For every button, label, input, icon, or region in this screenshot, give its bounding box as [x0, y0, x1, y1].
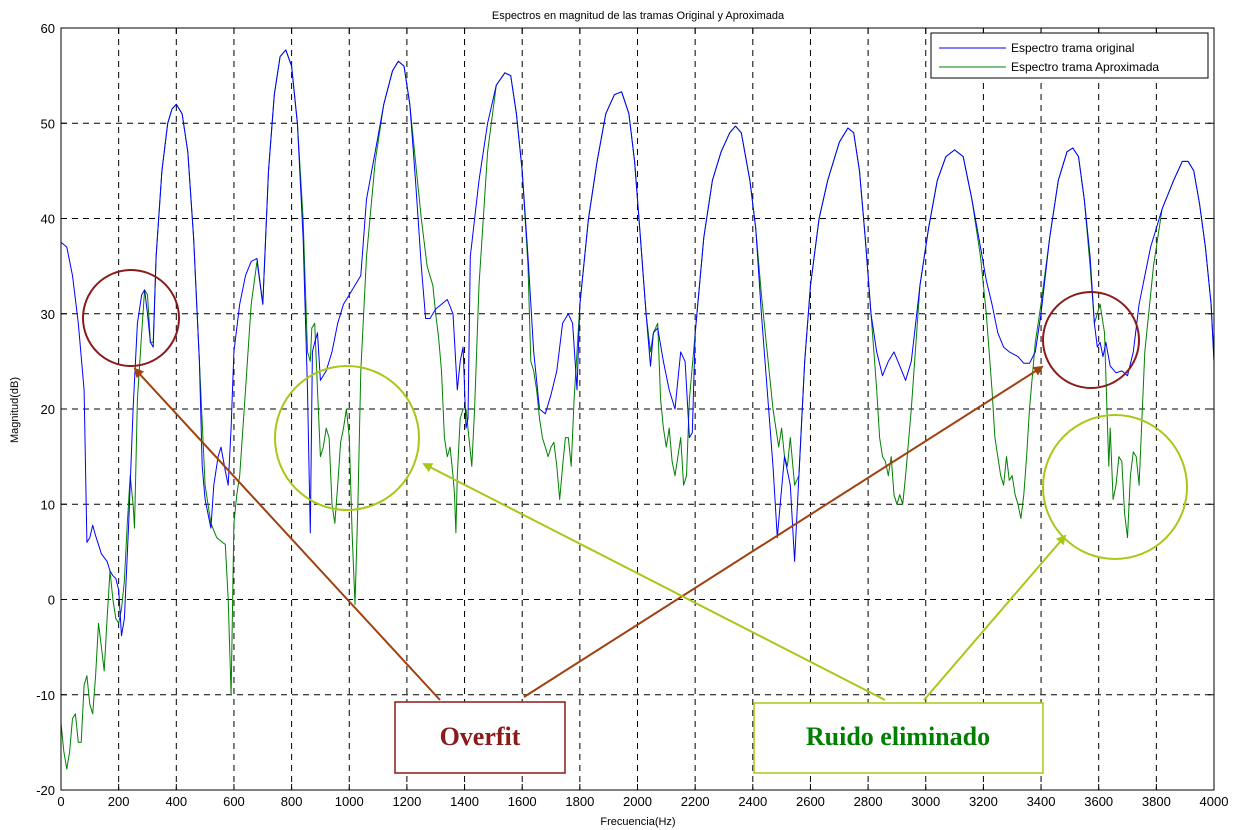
- x-tick-label: 2400: [738, 794, 767, 809]
- x-tick-label: 3800: [1142, 794, 1171, 809]
- overfit-arrow-left: [133, 367, 441, 701]
- ruido-circle-right: [1042, 414, 1188, 560]
- x-tick-label: 2600: [796, 794, 825, 809]
- x-tick-label: 200: [108, 794, 130, 809]
- grid: [61, 28, 1214, 790]
- x-tick-label: 3600: [1084, 794, 1113, 809]
- axis-ticks: 0 200 400 600 800 1000 1200 1400 1600 1800 2000 220…: [36, 21, 1228, 809]
- x-tick-label: 2200: [681, 794, 710, 809]
- overfit-callout-box: [394, 701, 566, 774]
- legend-box: [930, 32, 1209, 79]
- ruido-callout-label: Ruido eliminado: [806, 722, 990, 751]
- overfit-callout-label: Overfit: [440, 722, 521, 751]
- x-tick-label: 4000: [1200, 794, 1229, 809]
- y-tick-label: 40: [41, 212, 55, 227]
- chart-title: Espectros en magnitud de las tramas Orig…: [492, 10, 785, 22]
- x-tick-label: 1400: [450, 794, 479, 809]
- y-tick-label: 20: [41, 402, 55, 417]
- y-tick-label: -10: [36, 688, 55, 703]
- y-tick-label: -20: [36, 783, 55, 798]
- legend: Espectro trama original Espectro trama A…: [930, 32, 1209, 79]
- x-tick-label: 2800: [854, 794, 883, 809]
- y-axis-title: Magnitud(dB): [9, 377, 21, 443]
- ruido-callout-box: [753, 702, 1044, 774]
- x-tick-label: 600: [223, 794, 245, 809]
- overfit-callout: Overfit: [394, 701, 566, 774]
- x-tick-label: 3000: [911, 794, 940, 809]
- y-tick-label: 0: [48, 593, 55, 608]
- ruido-arrow-right: [923, 534, 1067, 701]
- y-tick-label: 30: [41, 307, 55, 322]
- ruido-circle-left: [274, 365, 420, 511]
- x-tick-label: 800: [281, 794, 303, 809]
- x-tick-label: 1200: [392, 794, 421, 809]
- x-tick-label: 3400: [1027, 794, 1056, 809]
- x-tick-label: 1000: [335, 794, 364, 809]
- legend-label-aproximada: Espectro trama Aproximada: [1011, 60, 1159, 74]
- x-axis-title: Frecuencia(Hz): [600, 816, 675, 828]
- ruido-arrow-left: [422, 463, 886, 701]
- y-tick-label: 10: [41, 497, 55, 512]
- overfit-circle-right: [1042, 291, 1140, 389]
- y-tick-label: 60: [41, 21, 55, 36]
- x-tick-label: 3200: [969, 794, 998, 809]
- annotation-circles: [82, 269, 1188, 560]
- series-lines: [60, 49, 1215, 770]
- x-tick-label: 400: [165, 794, 187, 809]
- x-tick-label: 0: [57, 794, 64, 809]
- y-tick-label: 50: [41, 116, 55, 131]
- legend-label-original: Espectro trama original: [1011, 41, 1134, 55]
- x-tick-label: 1800: [565, 794, 594, 809]
- annotation-arrows: [133, 365, 1067, 701]
- series-line-original: [60, 49, 1215, 637]
- overfit-arrow-right: [523, 365, 1044, 698]
- x-tick-label: 1600: [508, 794, 537, 809]
- x-tick-label: 2000: [623, 794, 652, 809]
- ruido-callout: Ruido eliminado: [753, 702, 1044, 774]
- overfit-circle-left: [82, 269, 180, 367]
